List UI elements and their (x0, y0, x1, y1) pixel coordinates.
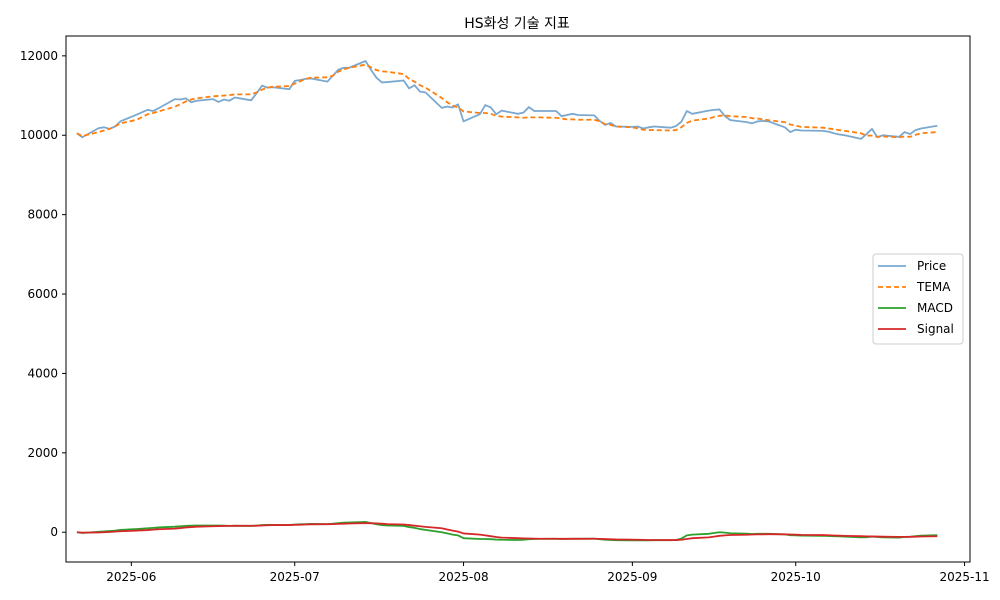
x-tick-label: 2025-11 (939, 570, 989, 584)
x-tick-label: 2025-10 (771, 570, 821, 584)
y-tick-label: 0 (50, 525, 58, 539)
x-tick-label: 2025-07 (270, 570, 320, 584)
chart-title: HS화성 기술 지표 (464, 16, 570, 32)
x-axis: 2025-06 2025-07 2025-08 2025-09 2025-10 2025-… (106, 562, 990, 584)
legend-label-price: Price (917, 259, 946, 273)
x-tick-label: 2025-08 (438, 570, 488, 584)
plot-frame (65, 35, 971, 563)
series-line-tema (76, 63, 938, 139)
y-tick-label: 6000 (27, 287, 58, 301)
y-tick-label: 4000 (27, 366, 58, 380)
y-tick-label: 8000 (27, 208, 58, 222)
legend-box (872, 253, 964, 345)
y-tick-label: 10000 (20, 128, 58, 142)
series-layer (76, 60, 938, 542)
legend-label-signal: Signal (917, 322, 954, 336)
series-line-signal (76, 522, 938, 541)
legend-label-tema: TEMA (916, 280, 951, 294)
legend-label-macd: MACD (917, 301, 953, 315)
y-axis: 0 2000 4000 6000 8000 10000 12000 (20, 49, 66, 539)
x-tick-label: 2025-06 (106, 570, 156, 584)
x-tick-label: 2025-09 (607, 570, 657, 584)
series-line-price (76, 60, 938, 140)
y-tick-label: 12000 (20, 49, 58, 63)
legend: Price TEMA MACD Signal (872, 253, 964, 345)
y-tick-label: 2000 (27, 446, 58, 460)
